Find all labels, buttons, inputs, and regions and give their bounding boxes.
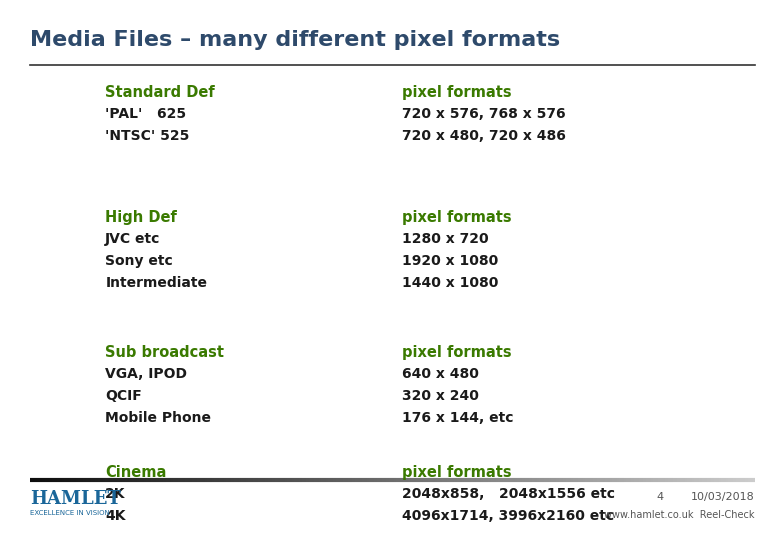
Text: EXCELLENCE IN VISION: EXCELLENCE IN VISION <box>30 510 110 516</box>
Text: 4: 4 <box>657 492 664 502</box>
Text: HAMLET: HAMLET <box>30 490 121 508</box>
Text: 2048x858,   2048x1556 etc: 2048x858, 2048x1556 etc <box>402 487 615 501</box>
Text: pixel formats: pixel formats <box>402 465 512 480</box>
Text: www.hamlet.co.uk  Reel-Check: www.hamlet.co.uk Reel-Check <box>604 510 755 520</box>
Text: 1440 x 1080: 1440 x 1080 <box>402 276 498 290</box>
Text: 4096x1714, 3996x2160 etc: 4096x1714, 3996x2160 etc <box>402 509 614 523</box>
Text: pixel formats: pixel formats <box>402 210 512 225</box>
Text: 720 x 480, 720 x 486: 720 x 480, 720 x 486 <box>402 129 566 143</box>
Text: Mobile Phone: Mobile Phone <box>105 411 211 425</box>
Text: Media Files – many different pixel formats: Media Files – many different pixel forma… <box>30 30 560 50</box>
Text: QCIF: QCIF <box>105 389 142 403</box>
Text: pixel formats: pixel formats <box>402 85 512 100</box>
Text: 'NTSC' 525: 'NTSC' 525 <box>105 129 190 143</box>
Text: JVC etc: JVC etc <box>105 232 161 246</box>
Text: High Def: High Def <box>105 210 177 225</box>
Text: 176 x 144, etc: 176 x 144, etc <box>402 411 513 425</box>
Text: Sony etc: Sony etc <box>105 254 173 268</box>
Text: 640 x 480: 640 x 480 <box>402 367 479 381</box>
Text: 4K: 4K <box>105 509 126 523</box>
Text: Intermediate: Intermediate <box>105 276 207 290</box>
Text: 720 x 576, 768 x 576: 720 x 576, 768 x 576 <box>402 107 566 121</box>
Text: 2K: 2K <box>105 487 126 501</box>
Text: Standard Def: Standard Def <box>105 85 215 100</box>
Text: 320 x 240: 320 x 240 <box>402 389 479 403</box>
Text: 'PAL'   625: 'PAL' 625 <box>105 107 186 121</box>
Text: Sub broadcast: Sub broadcast <box>105 345 225 360</box>
Text: Cinema: Cinema <box>105 465 167 480</box>
Text: pixel formats: pixel formats <box>402 345 512 360</box>
Text: VGA, IPOD: VGA, IPOD <box>105 367 187 381</box>
Text: 10/03/2018: 10/03/2018 <box>691 492 755 502</box>
Text: 1280 x 720: 1280 x 720 <box>402 232 488 246</box>
Text: 1920 x 1080: 1920 x 1080 <box>402 254 498 268</box>
